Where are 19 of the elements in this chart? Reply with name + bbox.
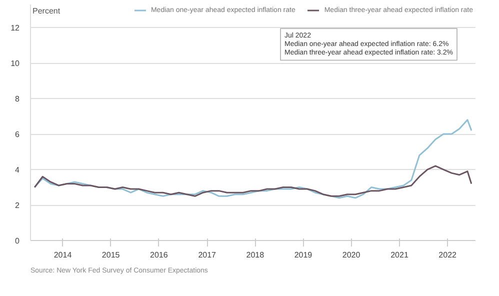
x-tick-label: 2016 — [150, 250, 168, 260]
x-tick-label: 2020 — [342, 250, 361, 260]
x-tick-label: 2019 — [294, 250, 313, 260]
y-tick-label: 0 — [15, 236, 20, 246]
y-tick-label: 12 — [10, 24, 20, 33]
y-tick-label: 10 — [10, 59, 20, 68]
line-series — [34, 119, 472, 199]
y-tick-label: 6 — [15, 130, 20, 140]
y-axis-title: Percent — [32, 6, 61, 16]
x-tick-label: 2022 — [438, 250, 458, 260]
x-tick-label: 2018 — [246, 250, 265, 260]
line-series — [34, 165, 472, 197]
x-tick-label: 2014 — [54, 250, 72, 260]
y-tick-label: 4 — [15, 166, 20, 175]
y-tick-label: 8 — [15, 94, 20, 104]
x-tick-label: 2017 — [198, 250, 217, 260]
x-tick-label: 2021 — [390, 250, 409, 260]
y-tick-label: 2 — [15, 201, 20, 210]
x-tick-label: 2015 — [102, 250, 120, 260]
